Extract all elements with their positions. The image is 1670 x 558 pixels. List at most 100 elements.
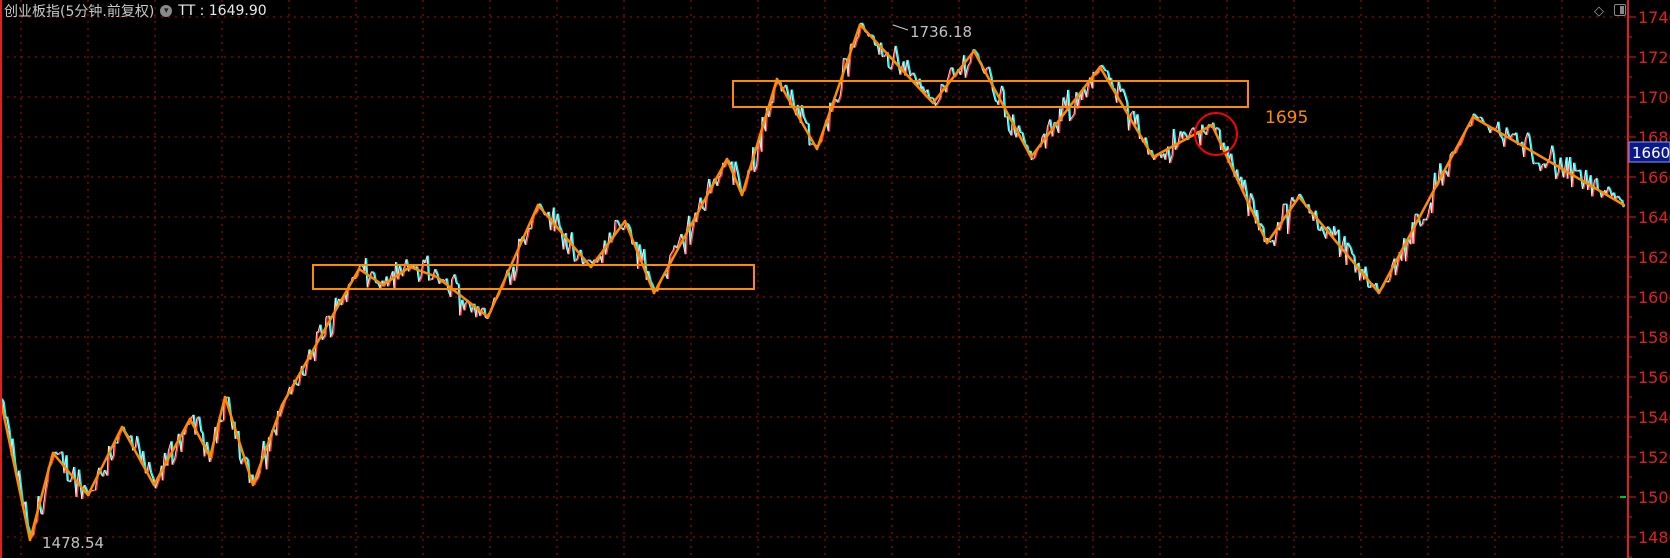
price-segment-colored [1069,117,1073,122]
price-segment [963,55,966,78]
price-segment [1531,159,1534,165]
price-segment [1573,162,1576,171]
price-segment-colored [70,478,74,482]
price-segment-colored [221,419,225,423]
price-segment [1585,169,1589,191]
price-segment-colored [1460,139,1464,146]
price-segment-colored [705,186,710,211]
price-segment-colored [719,175,723,178]
y-axis[interactable]: 1740172017001680166016401620160015801560… [1627,0,1670,558]
panel-toggle-icon[interactable] [1614,4,1626,16]
price-segment-colored [341,302,344,306]
price-segment [459,299,463,316]
price-segment [1000,85,1004,92]
axis-tick-label: 1500 [1638,488,1670,507]
price-segment [677,233,682,244]
price-segment [753,165,758,173]
price-segment [988,66,992,79]
consolidation-box-lower[interactable] [312,264,755,290]
price-segment-colored [840,89,843,97]
price-segment [1006,116,1009,130]
price-segment-colored [769,101,774,118]
price-segment-colored [1352,253,1356,257]
price-segment [77,469,80,479]
price-segment [1551,145,1554,153]
price-segment [358,265,360,268]
zigzag-segment [408,265,439,279]
price-segment-colored [974,50,980,55]
price-segment [134,436,138,448]
diamond-icon[interactable]: ◇ [1594,4,1604,19]
price-segment [676,243,679,249]
zigzag-segment [931,49,976,105]
price-segment-colored [913,72,917,77]
price-segment [768,101,772,118]
price-segment [1528,136,1533,160]
price-segment [839,89,842,97]
price-segment-colored [255,477,260,482]
price-segment [238,457,242,465]
price-segment [627,224,631,230]
price-segment-colored [1321,225,1327,236]
price-segment [149,472,154,479]
price-segment [552,207,555,232]
price-segment-colored [534,211,539,215]
price-segment [1555,172,1559,180]
price-segment [734,161,739,178]
price-segment-colored [1098,69,1101,74]
price-segment-colored [367,277,372,288]
price-segment [451,274,455,280]
price-segment [697,197,701,208]
price-segment [853,39,857,48]
price-segment-colored [6,416,11,430]
price-segment-colored [1413,214,1417,244]
marker-circle[interactable] [1194,112,1238,156]
price-segment [1559,157,1563,174]
zigzag-segment [381,265,412,287]
price-segment-colored [1124,92,1129,103]
price-segment [1010,114,1014,136]
price-segment [96,467,100,475]
consolidation-box-upper[interactable] [732,80,1249,108]
zigzag-segment [972,49,1033,159]
price-segment-colored [117,436,121,444]
price-segment [463,304,466,311]
price-segment-colored [1556,172,1560,180]
price-segment [69,478,72,482]
chart-title: 创业板指(5分钟.前复权) [4,4,155,20]
price-segment-colored [421,259,425,278]
price-segment-colored [531,214,536,229]
price-segment [1605,186,1609,194]
price-segment [1357,262,1361,281]
zigzag-segment [486,203,540,319]
price-segment [947,68,951,80]
price-segment [1273,241,1276,246]
price-segment-colored [806,122,810,125]
price-segment [110,455,114,461]
price-segment [1581,184,1585,190]
zigzag-segment [0,395,32,542]
price-segment-colored [27,525,31,530]
price-segment-colored [18,470,22,486]
price-segment [198,416,202,432]
dropdown-circle-icon[interactable]: ▾ [160,5,173,17]
price-segment [106,446,110,476]
zigzag-segment [623,219,656,295]
price-segment [1607,186,1611,191]
price-segment-colored [93,489,97,492]
price-segment [785,84,789,98]
price-segment-colored [744,180,749,192]
price-segment [426,255,430,281]
price-segment-colored [1582,184,1586,190]
price-segment-colored [282,405,285,409]
price-segment-colored [559,225,563,231]
price-segment-colored [150,471,155,479]
zigzag-segment [775,77,819,151]
price-segment-colored [359,265,362,268]
price-segment [1403,238,1406,262]
price-segment-colored [1470,124,1474,127]
zigzag-segment [652,157,729,295]
zigzag-segment [86,425,124,497]
price-segment [1182,131,1187,136]
